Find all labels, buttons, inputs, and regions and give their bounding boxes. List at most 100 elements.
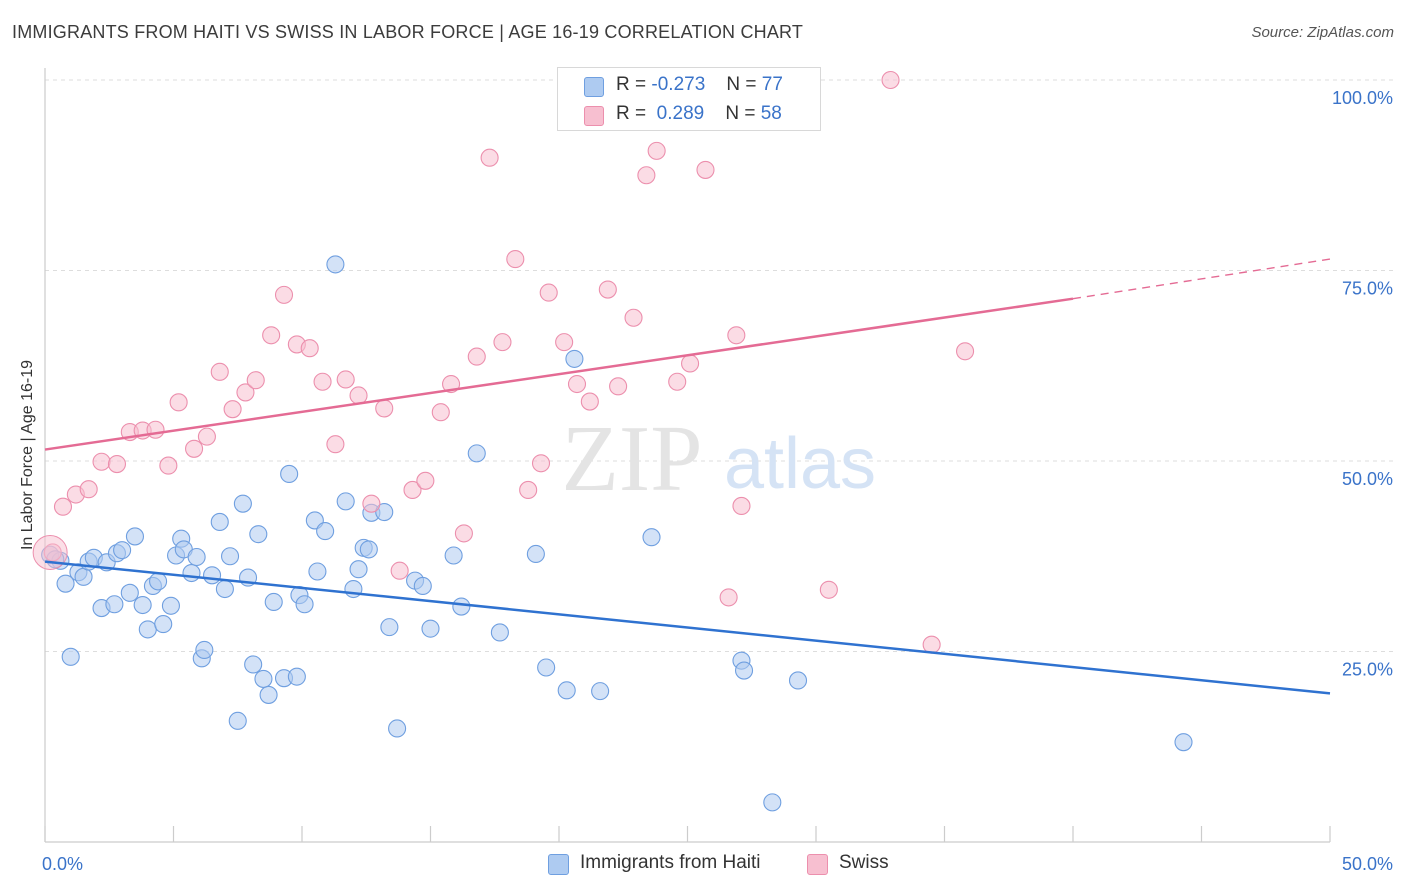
series-haiti: [41, 255, 1193, 812]
legend-r-label: R =: [616, 74, 647, 95]
haiti-point-72: [734, 661, 754, 680]
swiss-point-52: [727, 326, 746, 345]
swiss-point-45: [624, 308, 643, 327]
haiti-point-59: [413, 576, 432, 596]
swiss-point-10: [169, 393, 188, 412]
swiss-point-33: [467, 347, 486, 366]
swiss-trend-extension: [1072, 258, 1331, 300]
legend-swatch-swiss: [807, 854, 828, 875]
legend-swatch-haiti: [548, 854, 569, 875]
legend-n-label: N =: [725, 103, 756, 124]
legend-swatch-haiti: [584, 77, 604, 97]
legend-r-value: -0.273: [651, 74, 706, 95]
haiti-point-37: [254, 669, 273, 688]
swiss-point-50: [696, 160, 715, 179]
swiss-point-54: [819, 580, 838, 599]
haiti-point-31: [220, 547, 240, 566]
swiss-point-36: [506, 250, 525, 269]
haiti-point-10: [105, 595, 124, 614]
haiti-point-13: [120, 583, 139, 602]
swiss-point-56: [956, 342, 975, 361]
haiti-point-66: [537, 658, 556, 677]
haiti-point-42: [287, 667, 306, 686]
y-tick-label-3: 25.0%: [1342, 660, 1393, 680]
swiss-point-57: [881, 70, 900, 90]
swiss-point-9: [159, 456, 178, 475]
swiss-point-28: [403, 480, 422, 500]
haiti-point-19: [154, 615, 173, 634]
swiss-point-5: [107, 454, 127, 474]
haiti-point-38: [259, 685, 278, 704]
haiti-point-68: [565, 349, 584, 368]
haiti-point-39: [264, 592, 283, 612]
legend-n-value: 58: [760, 103, 782, 124]
legend-r-label: R =: [616, 103, 647, 124]
haiti-point-75: [1174, 733, 1193, 752]
legend-r-value: 0.289: [651, 103, 705, 124]
swiss-point-29: [416, 471, 435, 490]
haiti-point-36: [249, 525, 268, 544]
haiti-point-55: [375, 503, 394, 522]
haiti-point-60: [421, 619, 440, 638]
series-swiss: [32, 70, 975, 654]
swiss-point-17: [262, 326, 281, 345]
haiti-point-41: [280, 464, 299, 484]
haiti-point-16: [138, 620, 157, 639]
haiti-point-56: [380, 618, 399, 637]
swiss-point-26: [375, 399, 394, 418]
haiti-point-24: [182, 563, 201, 583]
watermark-atlas: atlas: [724, 424, 876, 504]
swiss-point-27: [390, 561, 409, 580]
haiti-point-48: [326, 255, 345, 274]
haiti-point-35: [244, 655, 263, 674]
haiti-point-69: [591, 682, 610, 701]
swiss-point-32: [454, 524, 473, 543]
haiti-point-30: [215, 579, 234, 599]
source-note: Source: ZipAtlas.com: [1251, 24, 1394, 41]
y-tick-label-1: 75.0%: [1342, 279, 1393, 299]
swiss-point-25: [362, 494, 381, 513]
chart-title: IMMIGRANTS FROM HAITI VS SWISS IN LABOR …: [12, 22, 804, 42]
swiss-point-53: [732, 496, 751, 516]
haiti-point-63: [467, 444, 486, 463]
swiss-point-22: [326, 435, 345, 454]
haiti-point-33: [233, 494, 252, 513]
swiss-point-1: [53, 497, 73, 516]
haiti-point-25: [187, 547, 206, 567]
haiti-point-12: [113, 541, 132, 560]
x-tick-label-min: 0.0%: [42, 854, 83, 874]
swiss-point-47: [647, 141, 666, 160]
swiss-point-8: [146, 420, 165, 439]
swiss-point-40: [555, 333, 574, 352]
y-tick-label-0: 100.0%: [1332, 88, 1393, 108]
swiss-point-44: [609, 377, 628, 396]
watermark-zip: ZIP: [562, 407, 703, 511]
haiti-point-44: [295, 595, 314, 614]
swiss-point-15: [236, 383, 255, 402]
x-tick-label-max: 50.0%: [1342, 854, 1393, 874]
haiti-point-20: [161, 596, 180, 615]
haiti-point-57: [388, 719, 407, 738]
haiti-point-46: [308, 562, 327, 581]
legend-n-label: N =: [726, 74, 757, 95]
trend-lines: [44, 258, 1331, 695]
swiss-point-42: [580, 392, 599, 411]
correlation-legend: R = -0.273 N = 77 R = 0.289 N = 58: [557, 67, 821, 131]
swiss-point-48: [668, 372, 687, 391]
swiss-point-35: [493, 333, 512, 352]
haiti-point-47: [316, 522, 335, 541]
haiti-point-3: [61, 647, 80, 666]
watermark: ZIP atlas: [562, 407, 877, 511]
haiti-trend-line: [44, 560, 1331, 695]
swiss-point-49: [681, 354, 700, 373]
legend-swatch-swiss: [584, 106, 604, 126]
swiss-point-16: [246, 371, 265, 390]
swiss-point-14: [223, 400, 242, 419]
swiss-point-23: [336, 370, 355, 389]
swiss-point-11: [185, 439, 204, 458]
swiss-point-39: [539, 283, 558, 302]
axes: [44, 68, 1331, 843]
swiss-cluster-point: [32, 534, 68, 570]
swiss-point-13: [210, 362, 229, 381]
